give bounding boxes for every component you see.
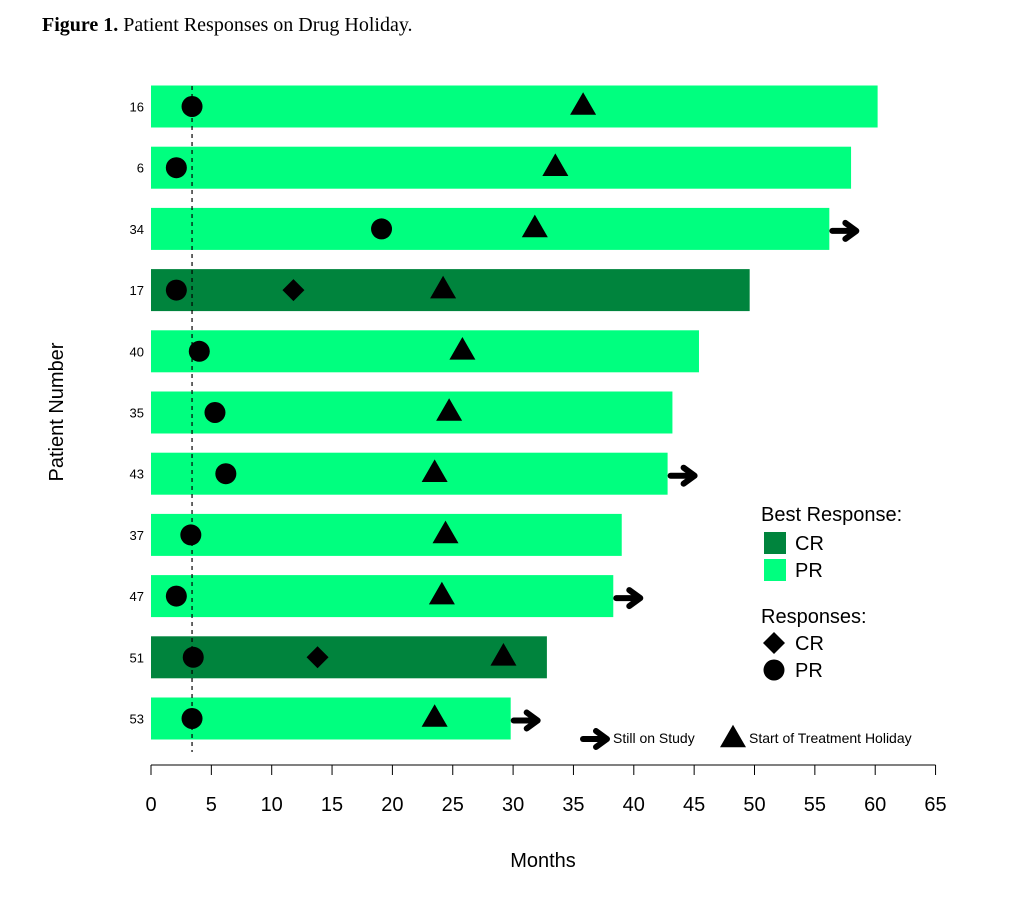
- x-tick-label-15: 15: [321, 794, 343, 816]
- legend-best-response-title: Best Response:: [761, 504, 902, 526]
- pr-marker-51: [182, 646, 204, 668]
- y-axis-title: Patient Number: [46, 342, 68, 481]
- figure-title: Figure 1. Patient Responses on Drug Holi…: [42, 14, 413, 37]
- x-tick-label-25: 25: [442, 794, 464, 816]
- legend-swatch-pr: [764, 559, 786, 581]
- x-tick-label-5: 5: [206, 794, 217, 816]
- x-tick-label-60: 60: [864, 794, 886, 816]
- bar-patient-53: [151, 697, 511, 740]
- bar-patient-34: [151, 207, 830, 250]
- holiday-marker-35: [436, 398, 463, 421]
- still-on-study-arrow-43: [667, 464, 698, 487]
- x-tick-label-20: 20: [381, 794, 403, 816]
- x-axis: 0 5 10 15 20 25 30 35 40 45 50 55 60 65: [145, 764, 947, 816]
- pr-marker-35: [204, 402, 226, 423]
- legend-still-on-study-label: Still on Study: [613, 730, 695, 746]
- legend-label-pr: PR: [795, 560, 823, 582]
- bar-patient-37: [151, 513, 622, 556]
- legend-holiday-label: Start of Treatment Holiday: [749, 730, 912, 746]
- holiday-marker-34: [521, 214, 548, 238]
- legend-marker-label-cr: CR: [795, 633, 824, 655]
- x-tick-label-65: 65: [924, 794, 946, 816]
- cr-marker-51: [306, 646, 329, 669]
- x-tick-label-0: 0: [145, 794, 156, 816]
- legend-marker-label-pr: PR: [795, 660, 823, 682]
- holiday-marker-6: [542, 153, 569, 177]
- legend-responses-title: Responses:: [761, 606, 867, 628]
- x-tick-label-10: 10: [261, 794, 283, 816]
- bar-patient-35: [151, 391, 673, 434]
- legend-label-cr: CR: [795, 533, 824, 555]
- x-tick-label-30: 30: [502, 794, 524, 816]
- pr-marker-47: [165, 585, 187, 607]
- patient-label-35: 35: [130, 406, 144, 421]
- pr-marker-43: [215, 463, 237, 485]
- bar-patient-40: [151, 330, 699, 373]
- legend-diamond-marker: [763, 632, 785, 654]
- still-on-study-arrow-34: [829, 219, 860, 242]
- bar-patient-43: [151, 452, 668, 495]
- patient-label-6: 6: [137, 161, 144, 176]
- x-tick-label-50: 50: [743, 794, 765, 816]
- bar-patient-6: [151, 146, 852, 189]
- holiday-marker-16: [570, 92, 597, 115]
- x-axis-title: Months: [510, 850, 576, 872]
- pr-marker-16: [181, 96, 203, 117]
- x-tick-label-45: 45: [683, 794, 705, 816]
- holiday-marker-43: [421, 459, 448, 483]
- patient-labels: 16 6 34 17 40 35 43 37 47 51 53: [130, 100, 144, 727]
- patient-label-43: 43: [130, 467, 144, 482]
- pr-marker-53: [181, 708, 203, 729]
- holiday-marker-17: [430, 275, 457, 299]
- patient-label-53: 53: [130, 712, 144, 727]
- legend-swatch-cr: [764, 532, 786, 554]
- patient-label-17: 17: [130, 283, 144, 298]
- legend: Best Response: CR PR Responses: CR PR Still on…: [580, 504, 912, 750]
- legend-holiday-marker: [720, 724, 746, 748]
- figure-label: Figure 1.: [42, 14, 119, 36]
- pr-marker-6: [165, 157, 187, 179]
- pr-marker-37: [180, 524, 202, 546]
- patient-label-34: 34: [130, 222, 144, 237]
- pr-marker-40: [188, 340, 210, 362]
- holiday-marker-51: [490, 642, 517, 666]
- patient-label-51: 51: [130, 650, 144, 665]
- x-tick-label-35: 35: [562, 794, 584, 816]
- holiday-marker-53: [421, 704, 448, 727]
- bar-patient-16: [151, 85, 878, 128]
- x-tick-label-40: 40: [623, 794, 645, 816]
- patient-label-40: 40: [130, 344, 144, 359]
- bar-patient-47: [151, 575, 614, 618]
- holiday-marker-37: [432, 520, 459, 544]
- still-on-study-arrow-47: [613, 587, 644, 610]
- patient-label-16: 16: [130, 100, 144, 115]
- legend-still-on-study-arrow: [580, 728, 610, 750]
- figure-caption: Patient Responses on Drug Holiday.: [123, 14, 413, 36]
- cr-marker-17: [282, 279, 305, 302]
- pr-marker-17: [165, 279, 187, 301]
- holiday-marker-40: [449, 336, 476, 360]
- still-on-study-arrow-53: [510, 709, 541, 732]
- bar-patient-51: [151, 636, 547, 679]
- legend-circle-marker: [763, 659, 785, 681]
- pr-marker-34: [371, 218, 393, 240]
- patient-label-37: 37: [130, 528, 144, 543]
- markers-layer: [165, 92, 860, 732]
- patient-label-47: 47: [130, 589, 144, 604]
- x-tick-label-55: 55: [804, 794, 826, 816]
- holiday-marker-47: [428, 581, 455, 605]
